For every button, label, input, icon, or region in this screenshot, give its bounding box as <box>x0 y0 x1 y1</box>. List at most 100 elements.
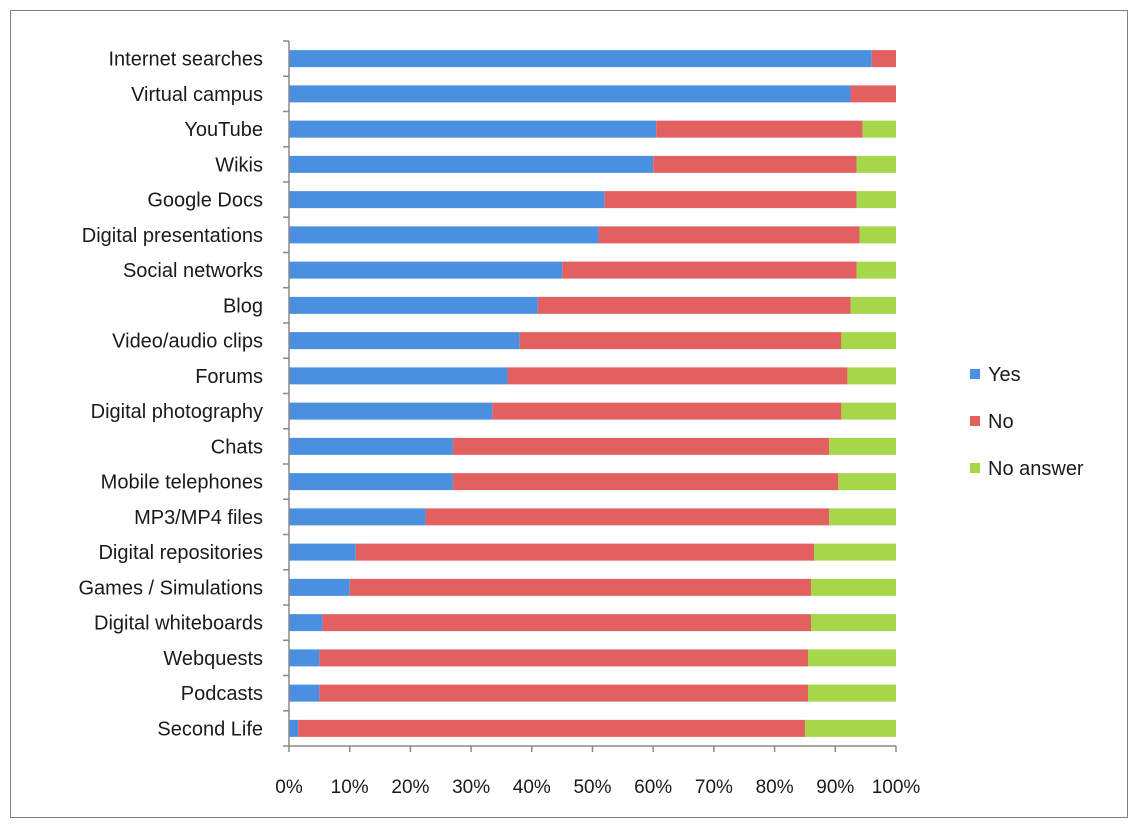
bar-no-3 <box>653 155 857 173</box>
bar-yes-18 <box>289 684 320 702</box>
category-label: Chats <box>211 436 263 458</box>
bar-no-4 <box>604 191 857 209</box>
bar-no-13 <box>425 508 830 526</box>
legend-label-no: No <box>988 411 1014 433</box>
category-label: Mobile telephones <box>101 472 263 494</box>
category-label: MP3/MP4 files <box>134 507 263 529</box>
legend-label-yes: Yes <box>988 364 1021 386</box>
bars-layer <box>289 50 896 737</box>
x-tick-label: 70% <box>695 777 733 798</box>
bar-yes-16 <box>289 614 323 632</box>
bar-yes-1 <box>289 85 851 103</box>
bar-yes-2 <box>289 120 657 138</box>
bar-no-answer-10 <box>841 402 896 420</box>
category-label: Digital repositories <box>98 542 263 564</box>
bar-no-answer-17 <box>807 649 896 667</box>
bar-yes-3 <box>289 155 654 173</box>
category-label: Video/audio clips <box>112 331 263 353</box>
bar-yes-19 <box>289 719 299 737</box>
bar-no-answer-8 <box>841 332 896 350</box>
bar-yes-0 <box>289 50 872 68</box>
x-tick-label: 90% <box>816 777 854 798</box>
category-label: Second Life <box>157 718 263 740</box>
x-tick-label: 30% <box>452 777 490 798</box>
bar-no-19 <box>298 719 805 737</box>
bar-no-answer-9 <box>847 367 896 385</box>
category-label: Digital presentations <box>82 225 263 247</box>
bar-yes-12 <box>289 473 453 491</box>
bar-yes-14 <box>289 543 356 561</box>
bar-no-answer-5 <box>859 226 896 244</box>
bar-no-9 <box>507 367 848 385</box>
legend-label-no-answer: No answer <box>988 458 1084 480</box>
x-tick-label: 80% <box>756 777 794 798</box>
category-label: Forums <box>195 366 263 388</box>
category-label: Games / Simulations <box>78 577 263 599</box>
bar-no-answer-6 <box>856 261 896 279</box>
bar-no-7 <box>537 296 851 314</box>
bar-no-11 <box>452 437 830 455</box>
bar-no-0 <box>871 50 896 68</box>
bar-yes-6 <box>289 261 563 279</box>
bar-yes-15 <box>289 578 350 596</box>
x-tick-label: 40% <box>513 777 551 798</box>
category-label: Internet searches <box>108 49 263 71</box>
bar-no-answer-14 <box>814 543 896 561</box>
bar-yes-5 <box>289 226 599 244</box>
x-tick-labels: 0% 10% 20% 30% 40% 50% 60% 70% 80% 90% 100% <box>275 777 920 798</box>
category-labels: Internet searches Virtual campus YouTube Wi… <box>78 49 263 741</box>
bar-no-answer-11 <box>829 437 896 455</box>
bar-no-16 <box>322 614 812 632</box>
bar-no-answer-7 <box>850 296 896 314</box>
bar-no-answer-12 <box>838 473 896 491</box>
bar-yes-11 <box>289 437 453 455</box>
category-label: Social networks <box>123 260 263 282</box>
x-tick-label: 10% <box>331 777 369 798</box>
bar-no-5 <box>598 226 860 244</box>
bar-no-10 <box>492 402 842 420</box>
x-tick-label: 0% <box>275 777 303 798</box>
x-tick-label: 20% <box>391 777 429 798</box>
axes-layer <box>283 40 897 752</box>
legend-swatch-yes <box>970 369 980 379</box>
bar-yes-17 <box>289 649 320 667</box>
category-label: Blog <box>223 295 263 317</box>
category-label: YouTube <box>184 119 263 141</box>
legend: Yes No No answer <box>970 364 1084 480</box>
bar-no-1 <box>850 85 896 103</box>
bar-no-answer-19 <box>804 719 896 737</box>
legend-swatch-no <box>970 416 980 426</box>
bar-no-6 <box>562 261 857 279</box>
legend-swatch-no-answer <box>970 463 980 473</box>
bar-no-18 <box>319 684 808 702</box>
bar-no-answer-13 <box>829 508 896 526</box>
x-tick-label: 60% <box>634 777 672 798</box>
bar-no-answer-3 <box>856 155 896 173</box>
bar-no-2 <box>656 120 863 138</box>
bar-yes-8 <box>289 332 520 350</box>
bar-no-17 <box>319 649 808 667</box>
category-label: Podcasts <box>181 683 263 705</box>
bar-no-14 <box>355 543 815 561</box>
bar-no-12 <box>452 473 839 491</box>
bar-no-8 <box>519 332 842 350</box>
bar-no-answer-16 <box>811 614 896 632</box>
x-tick-label: 100% <box>872 777 921 798</box>
category-label: Virtual campus <box>131 84 263 106</box>
bar-yes-9 <box>289 367 508 385</box>
bar-yes-7 <box>289 296 538 314</box>
bar-yes-10 <box>289 402 493 420</box>
bar-no-answer-15 <box>811 578 896 596</box>
category-label: Google Docs <box>147 190 263 212</box>
bar-no-answer-18 <box>807 684 896 702</box>
bar-no-15 <box>349 578 812 596</box>
x-tick-label: 50% <box>573 777 611 798</box>
category-label: Wikis <box>215 154 263 176</box>
category-label: Webquests <box>163 648 263 670</box>
bar-no-answer-4 <box>856 191 896 209</box>
category-label: Digital photography <box>91 401 263 423</box>
bar-yes-4 <box>289 191 605 209</box>
category-label: Digital whiteboards <box>94 613 263 635</box>
bar-yes-13 <box>289 508 426 526</box>
